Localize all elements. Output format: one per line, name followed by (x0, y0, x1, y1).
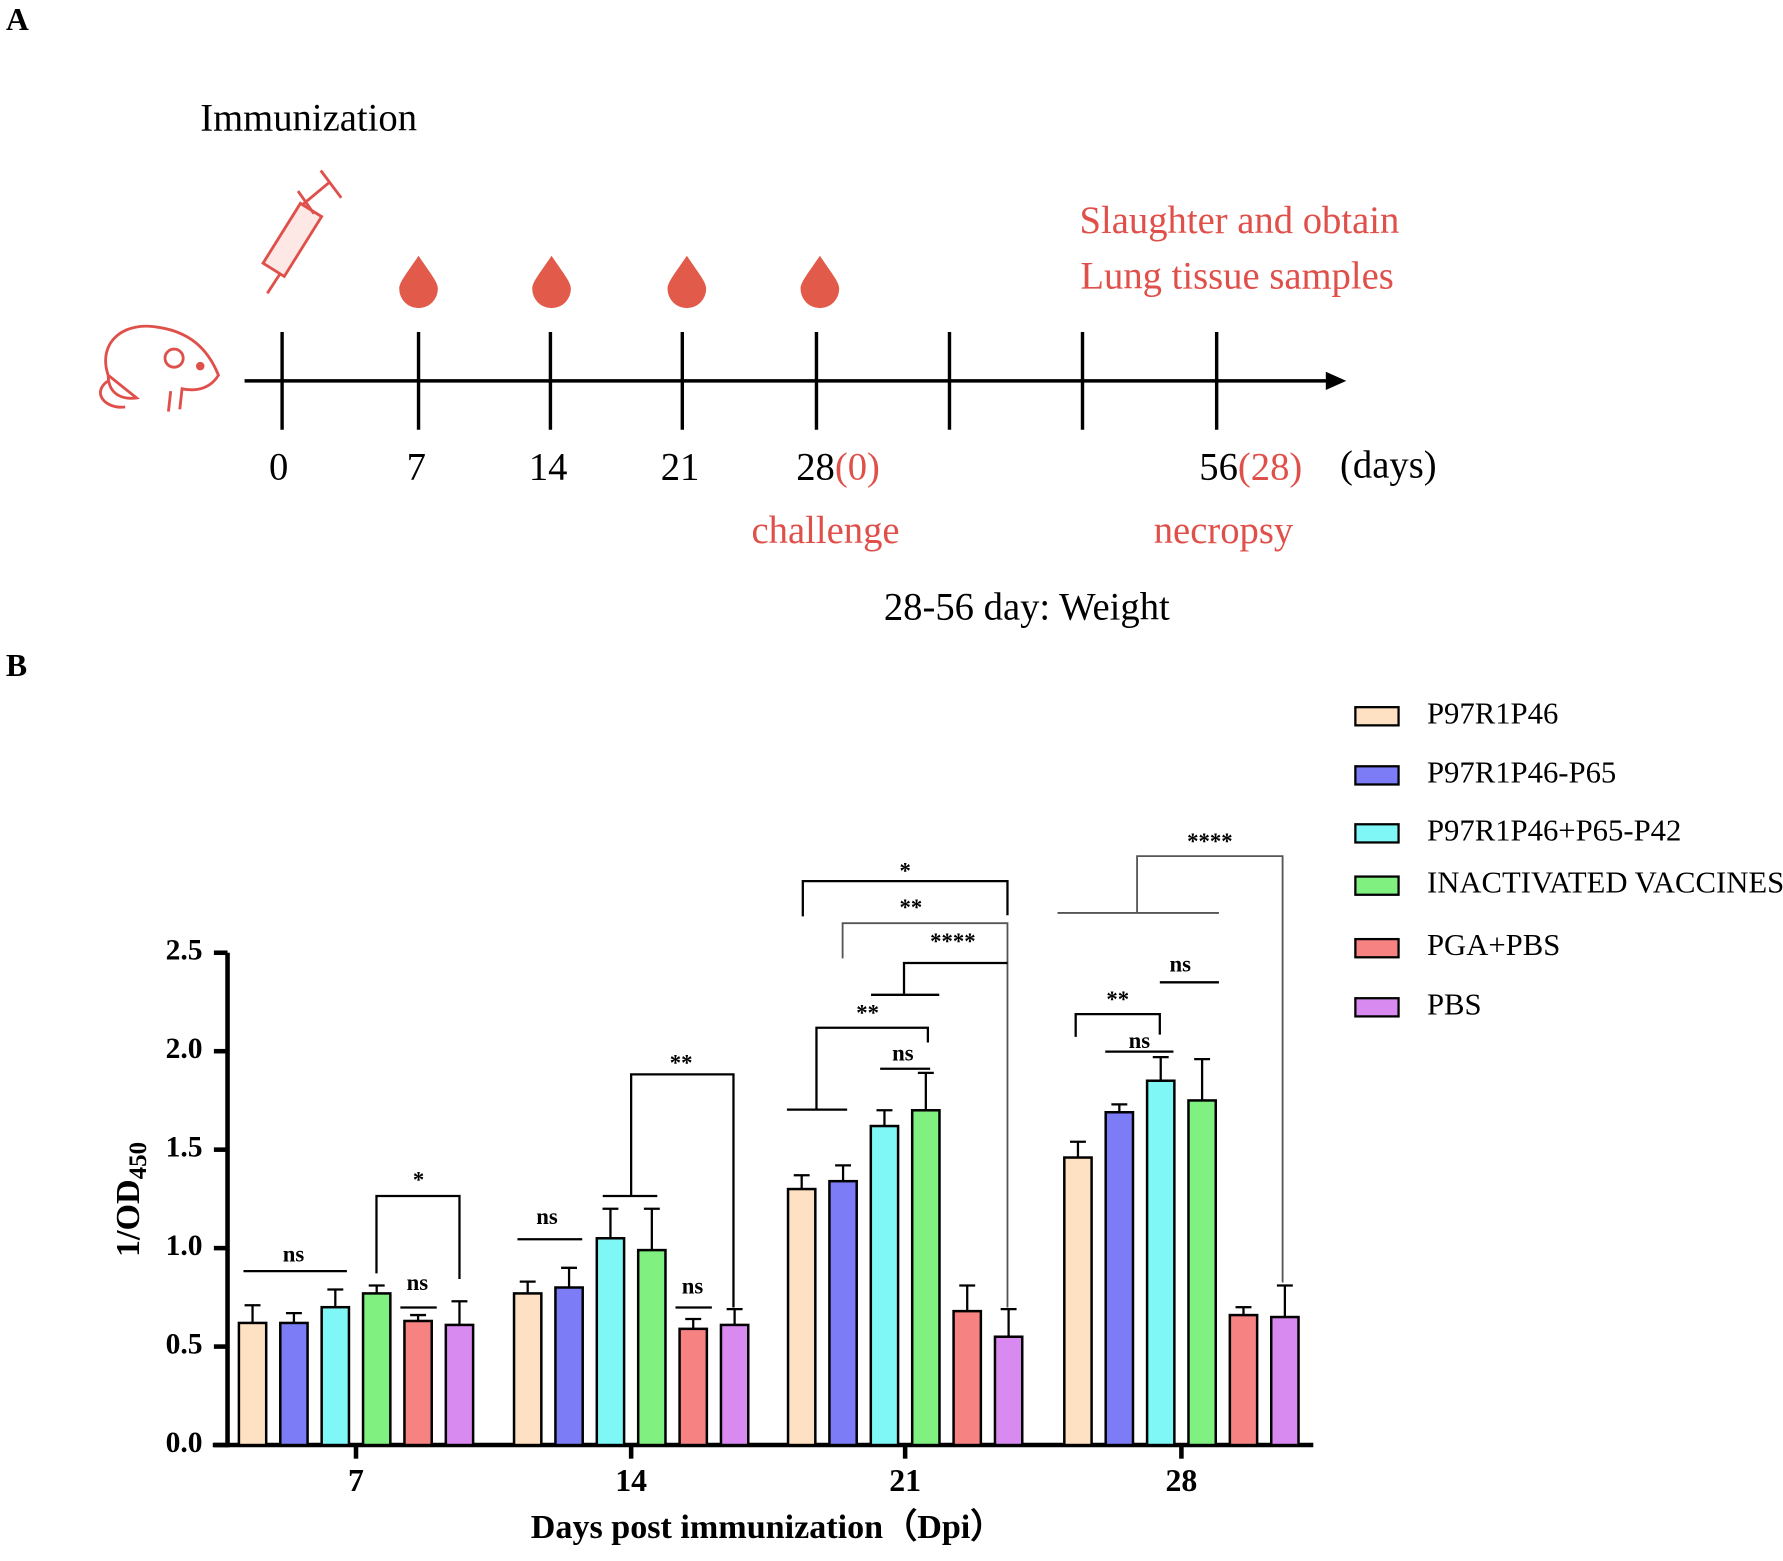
y-tick-label: 0.5 (166, 1328, 203, 1360)
bar (595, 1237, 626, 1447)
legend-label: PGA+PBS (1427, 928, 1560, 962)
bar (869, 1124, 900, 1447)
legend-label: P97R1P46 (1427, 696, 1558, 730)
significance-label: ns (682, 1273, 704, 1298)
legend-label: P97R1P46+P65-P42 (1427, 813, 1681, 847)
y-tick-label: 1.0 (166, 1230, 203, 1262)
significance-bracket (786, 1026, 930, 1111)
legend-swatch (1354, 997, 1400, 1018)
significance-label: * (413, 1168, 424, 1193)
necropsy-label: necropsy (1154, 510, 1294, 552)
bar (719, 1323, 750, 1447)
unit-label: (days) (1340, 444, 1437, 486)
significance-label: * (899, 858, 910, 883)
significance-label: ns (407, 1270, 429, 1295)
significance-label: ** (856, 1000, 879, 1025)
day-label: (0) (835, 447, 880, 489)
blood-drops (399, 255, 840, 309)
legend-swatch (1354, 765, 1400, 786)
day-label: 56 (1199, 447, 1238, 489)
x-tick-label: 7 (348, 1463, 364, 1498)
legend-swatch (1354, 875, 1400, 896)
legend-swatch (1354, 823, 1400, 844)
bar (636, 1248, 667, 1447)
y-tick-label: 2.0 (166, 1033, 203, 1065)
y-tick-label: 2.5 (166, 935, 203, 967)
significance-label: ns (536, 1204, 558, 1229)
bar (361, 1292, 392, 1447)
arrow-head (1325, 371, 1347, 390)
panel-label: A (6, 2, 29, 37)
x-tick-label: 28 (1166, 1463, 1198, 1498)
significance-bracket (375, 1194, 461, 1280)
significance-label: ** (899, 895, 922, 920)
timeline-axis (244, 331, 1333, 430)
bar (993, 1335, 1024, 1447)
significance-bracket (871, 961, 1008, 996)
y-tick-label: 1.5 (166, 1131, 203, 1163)
significance-bracket (1074, 1013, 1161, 1037)
slaughter-label: Lung tissue samples (1080, 256, 1393, 298)
weight-label: 28-56 day: Weight (884, 586, 1170, 628)
significance-label: ** (1106, 987, 1129, 1012)
mouse-icon (99, 324, 221, 412)
significance-label: ns (1129, 1028, 1151, 1053)
legend-swatch (1354, 706, 1400, 727)
bar (444, 1323, 475, 1447)
bar (828, 1179, 858, 1447)
legend-swatch (1354, 937, 1400, 959)
x-tick-label: 21 (889, 1463, 921, 1498)
y-axis-label: 1/OD (110, 1179, 147, 1257)
significance-bracket (602, 1073, 735, 1308)
day-label: 28 (796, 447, 835, 489)
significance-bracket (841, 922, 1009, 1308)
significance-label: **** (930, 929, 975, 954)
bar (1187, 1099, 1218, 1447)
day-label: 28(0) (796, 447, 880, 489)
significance-label: **** (1187, 829, 1232, 854)
x-axis-label: Days post immunization（Dpi） (531, 1507, 1005, 1546)
syringe-icon (261, 169, 343, 295)
bar (554, 1286, 584, 1447)
significance-label: ns (892, 1040, 914, 1065)
day-label: 7 (407, 447, 426, 489)
bar (279, 1321, 309, 1447)
bar (403, 1319, 433, 1447)
bar (1063, 1156, 1093, 1447)
legend-label: PBS (1427, 987, 1482, 1021)
day-label: 0 (269, 447, 288, 489)
day-label: 14 (529, 447, 568, 489)
bar (952, 1309, 983, 1447)
legend-label: INACTIVATED VACCINES (1427, 866, 1783, 900)
significance-label: ns (283, 1242, 305, 1267)
bar (786, 1187, 817, 1447)
immunization-label: Immunization (200, 98, 417, 140)
y-axis-label: 1/OD450 (110, 1142, 152, 1257)
day-label: (28) (1238, 447, 1302, 489)
bar (1145, 1079, 1176, 1447)
bar (237, 1321, 268, 1447)
bar (678, 1327, 709, 1447)
bar (1269, 1315, 1300, 1447)
significance-bracket (801, 879, 1009, 917)
y-axis-label-sub: 450 (125, 1142, 152, 1180)
significance-bracket (1057, 855, 1284, 1283)
legend-label: P97R1P46-P65 (1427, 755, 1616, 789)
significance-label: ns (1170, 952, 1192, 977)
day-label: 21 (661, 447, 700, 489)
bar (320, 1305, 351, 1447)
bar (1228, 1313, 1259, 1447)
challenge-label: challenge (752, 510, 900, 552)
bar (1104, 1110, 1135, 1447)
y-tick-label: 0.0 (166, 1427, 203, 1459)
day-label: 56(28) (1199, 447, 1302, 489)
bar-chart: 0.0 0.5 1.0 1.5 2.0 2.5 7 14 21 28 P97R1P46 P97R1P4… (166, 696, 1783, 1498)
bar (512, 1292, 543, 1447)
panel-label: B (6, 648, 27, 683)
x-tick-label: 14 (615, 1463, 647, 1498)
slaughter-label: Slaughter and obtain (1080, 200, 1400, 242)
bar (910, 1109, 941, 1447)
significance-label: ** (670, 1051, 693, 1076)
